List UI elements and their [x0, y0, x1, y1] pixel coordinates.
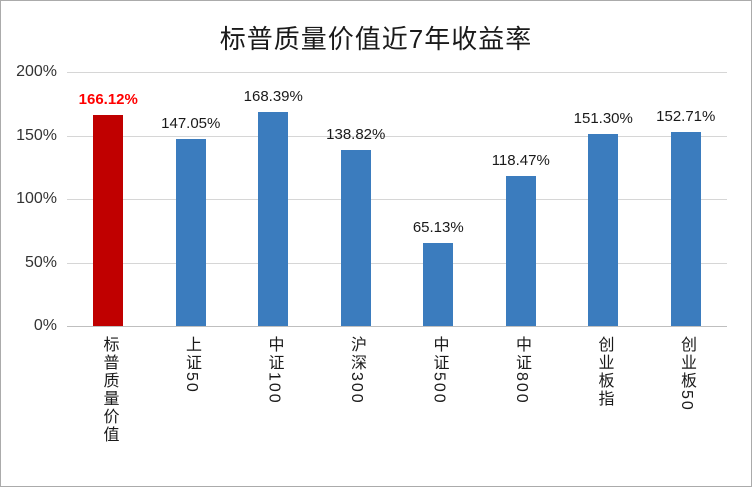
- y-tick-label: 0%: [33, 317, 57, 334]
- bar-column: 65.13%: [397, 72, 480, 326]
- bar-column: 147.05%: [150, 72, 233, 326]
- data-label: 147.05%: [161, 115, 221, 133]
- bar-column: 151.30%: [562, 72, 645, 326]
- x-label-cell: 创业板50: [645, 336, 728, 444]
- x-axis-line: [67, 326, 727, 327]
- bars-container: 166.12% 147.05% 168.39% 138.82% 65.13% 118.47…: [67, 72, 727, 326]
- bar-highlight: [93, 115, 124, 326]
- gridline: [67, 262, 727, 264]
- data-label: 152.71%: [656, 108, 716, 126]
- data-label: 65.13%: [412, 219, 464, 237]
- bar: [588, 133, 619, 326]
- bar: [340, 149, 371, 326]
- x-axis-category-label: 中证500: [430, 336, 448, 405]
- y-axis: 200% 150% 100% 50% 0%: [1, 63, 67, 334]
- data-label: 138.82%: [326, 125, 386, 143]
- bar-column: 138.82%: [315, 72, 398, 326]
- y-tick-label: 150%: [16, 126, 57, 144]
- x-axis-category-label: 中证800: [512, 336, 530, 405]
- x-axis-category-label: 上证50: [182, 336, 200, 394]
- bar-column: 152.71%: [645, 72, 728, 326]
- x-label-cell: 中证500: [397, 336, 480, 444]
- x-label-cell: 中证100: [232, 336, 315, 444]
- data-label: 118.47%: [491, 151, 550, 169]
- y-tick-label: 50%: [24, 253, 57, 271]
- data-label: 168.39%: [243, 88, 303, 106]
- x-axis-category-label: 沪深300: [347, 336, 365, 405]
- plot-region: 200% 150% 100% 50% 0% 166.12% 147.05% 168.39% 1…: [1, 63, 751, 444]
- bar: [423, 243, 454, 326]
- x-axis-category-label: 标普质量价值: [100, 336, 118, 444]
- bar: [505, 175, 536, 326]
- x-axis-category-label: 创业板50: [677, 336, 695, 412]
- x-label-cell: 创业板指: [562, 336, 645, 444]
- x-axis-category-label: 创业板指: [595, 336, 613, 408]
- bar: [670, 132, 701, 326]
- bottom-left-spacer: [1, 326, 67, 444]
- x-label-cell: 上证50: [150, 336, 233, 444]
- y-tick-label: 100%: [16, 190, 57, 207]
- plot-area: 166.12% 147.05% 168.39% 138.82% 65.13% 118.47…: [67, 72, 727, 327]
- bottom-right-spacer: [727, 326, 751, 444]
- data-label-highlight: 166.12%: [78, 91, 138, 109]
- bar-column: 118.47%: [480, 72, 563, 326]
- gridline: [67, 135, 727, 137]
- chart-title: 标普质量价值近7年收益率: [219, 24, 533, 54]
- x-label-cell: 标普质量价值: [67, 336, 150, 444]
- bar: [175, 139, 206, 326]
- bar: [258, 112, 289, 326]
- x-axis-category-label: 中证100: [265, 336, 283, 405]
- x-label-cell: 沪深300: [315, 336, 398, 444]
- bar-column: 166.12%: [67, 72, 150, 326]
- y-tick-label: 200%: [16, 63, 57, 80]
- data-label: 151.30%: [573, 109, 633, 127]
- bar-column: 168.39%: [232, 72, 315, 326]
- x-label-cell: 中证800: [480, 336, 563, 444]
- gridline: [67, 72, 727, 73]
- x-axis-labels: 标普质量价值 上证50 中证100 沪深300 中证500 中证800 创业板指 创业板50: [67, 326, 727, 444]
- gridline: [67, 199, 727, 200]
